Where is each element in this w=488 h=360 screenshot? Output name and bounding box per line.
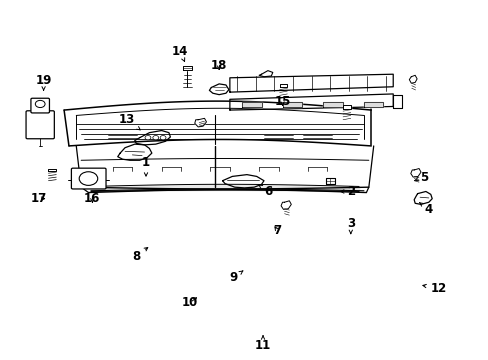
Text: 7: 7 <box>273 224 281 238</box>
Text: 4: 4 <box>419 203 432 216</box>
Text: 8: 8 <box>132 248 147 262</box>
Text: 15: 15 <box>274 95 290 108</box>
Text: 16: 16 <box>84 192 101 205</box>
Polygon shape <box>410 168 420 177</box>
Polygon shape <box>48 168 56 171</box>
Text: 10: 10 <box>182 296 198 309</box>
Polygon shape <box>229 94 392 110</box>
Text: 11: 11 <box>254 336 271 352</box>
Circle shape <box>35 100 45 108</box>
Text: 18: 18 <box>210 59 227 72</box>
Text: 13: 13 <box>118 113 140 130</box>
Text: 3: 3 <box>346 217 354 234</box>
Text: 5: 5 <box>413 171 427 184</box>
Polygon shape <box>194 118 206 127</box>
Polygon shape <box>326 178 334 184</box>
FancyBboxPatch shape <box>26 111 54 139</box>
Circle shape <box>153 135 158 140</box>
Circle shape <box>145 135 151 140</box>
Text: 2: 2 <box>340 185 354 198</box>
Text: 19: 19 <box>35 74 52 90</box>
Text: 17: 17 <box>31 192 47 205</box>
FancyBboxPatch shape <box>71 168 106 189</box>
Circle shape <box>160 135 165 140</box>
Polygon shape <box>342 105 350 109</box>
Polygon shape <box>281 201 291 210</box>
Text: 9: 9 <box>229 271 243 284</box>
Polygon shape <box>323 102 342 107</box>
Polygon shape <box>363 102 383 107</box>
Text: 14: 14 <box>172 45 188 62</box>
FancyBboxPatch shape <box>31 98 49 113</box>
Polygon shape <box>182 66 192 69</box>
Text: 1: 1 <box>142 156 150 176</box>
Polygon shape <box>242 102 261 107</box>
Polygon shape <box>408 75 416 83</box>
Polygon shape <box>279 84 287 87</box>
Text: 12: 12 <box>422 282 446 295</box>
Text: 6: 6 <box>258 185 271 198</box>
Polygon shape <box>392 95 401 108</box>
Circle shape <box>79 172 98 185</box>
Polygon shape <box>282 102 302 107</box>
Polygon shape <box>229 74 392 92</box>
